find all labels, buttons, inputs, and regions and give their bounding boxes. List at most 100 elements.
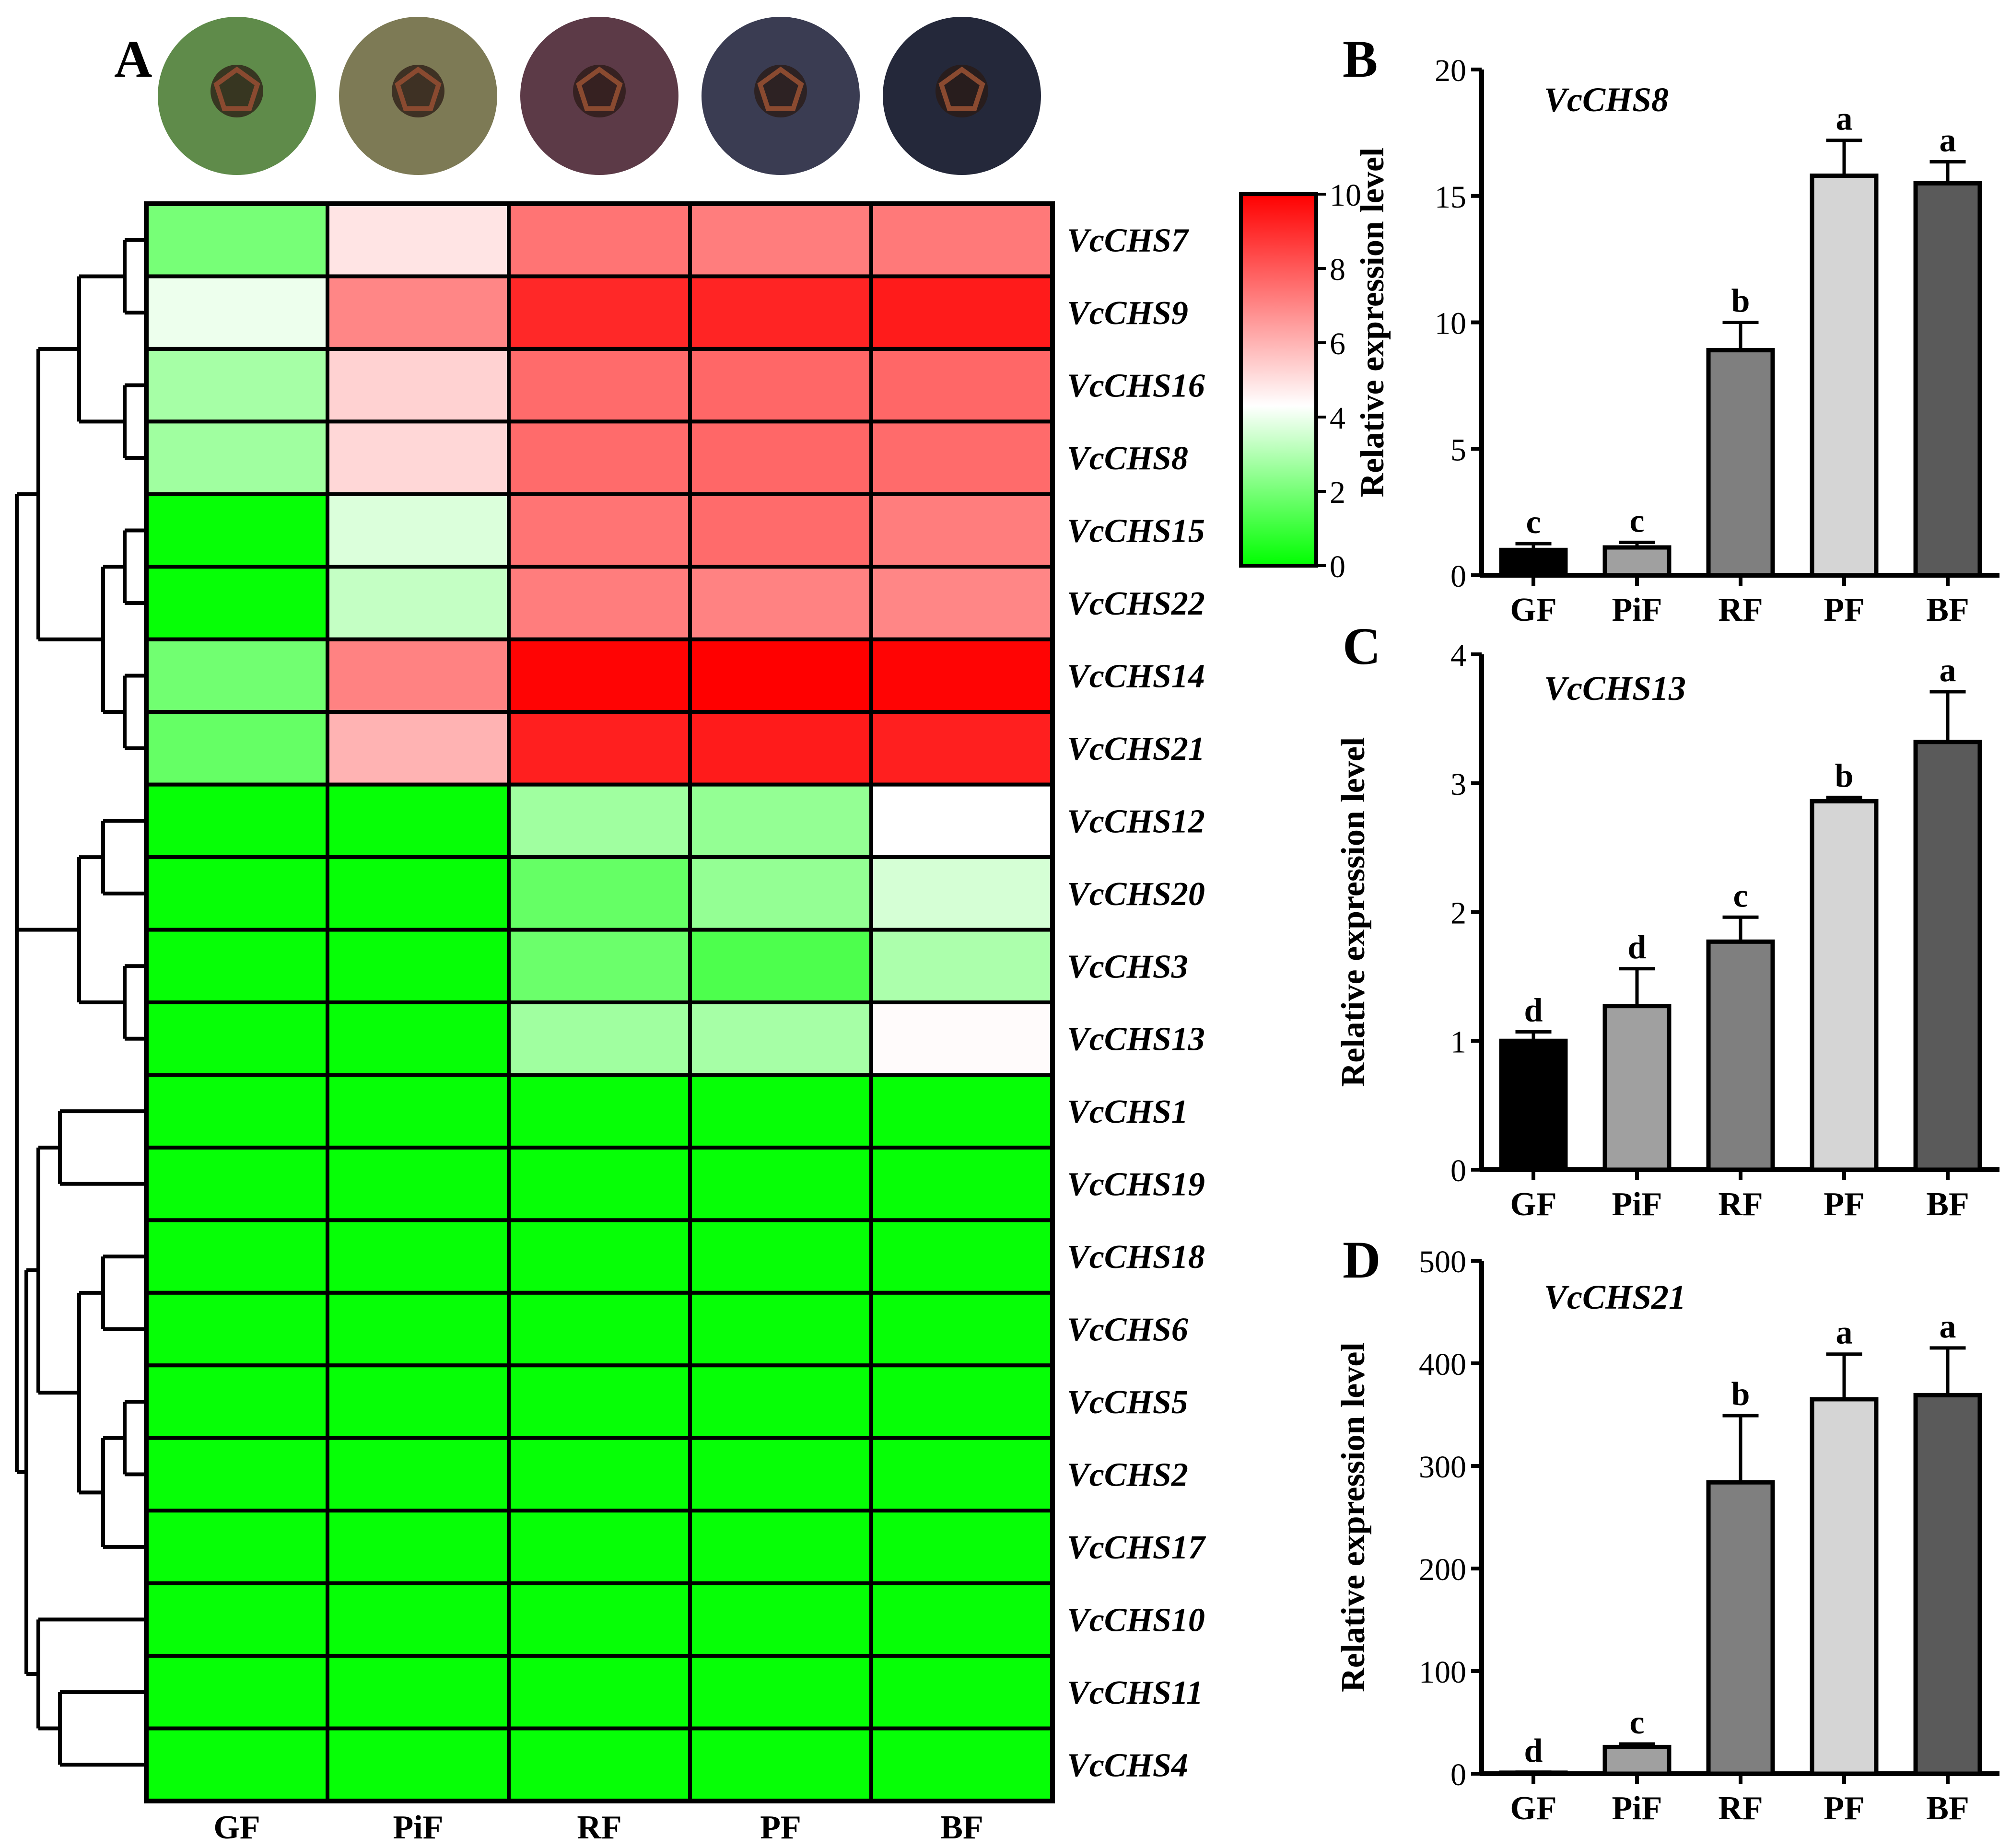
heatmap-row-label: VcCHS9 xyxy=(1067,295,1188,332)
heatmap-row-label: VcCHS22 xyxy=(1067,585,1205,622)
bar-pf xyxy=(1810,799,1879,1172)
heatmap-cell xyxy=(144,419,329,496)
fruit-calyx-lobes xyxy=(576,66,623,111)
significance-letter: b xyxy=(1835,757,1854,794)
heatmap-row-label: VcCHS12 xyxy=(1067,803,1205,840)
x-tick-label: BF xyxy=(1926,1790,1969,1827)
heatmap-cell xyxy=(688,492,873,569)
heatmap-cell xyxy=(869,274,1054,351)
heatmap-cell xyxy=(326,492,511,569)
heatmap-cell xyxy=(144,1509,329,1585)
heatmap-row-label: VcCHS15 xyxy=(1067,513,1205,550)
heatmap-cell xyxy=(507,928,692,1004)
x-tick-label: PiF xyxy=(1612,592,1662,628)
heatmap-cell xyxy=(144,637,329,714)
bar-gf xyxy=(1499,547,1568,578)
heatmap-cell xyxy=(326,1581,511,1658)
x-tick-label: PiF xyxy=(1612,1186,1662,1223)
heatmap-cell xyxy=(326,1509,511,1585)
y-tick-label: 0 xyxy=(1450,1757,1466,1792)
heatmap-cell xyxy=(144,1726,329,1803)
heatmap-cell xyxy=(688,1726,873,1803)
heatmap-cell xyxy=(144,1073,329,1150)
bar-bf xyxy=(1913,740,1982,1172)
heatmap-cell xyxy=(507,1581,692,1658)
bar-pf xyxy=(1810,174,1879,578)
heatmap-cell xyxy=(326,637,511,714)
heatmap-cell xyxy=(144,928,329,1004)
heatmap-cell xyxy=(869,419,1054,496)
x-tick-label: RF xyxy=(1718,592,1763,628)
y-tick-label: 300 xyxy=(1419,1450,1466,1485)
significance-letter: d xyxy=(1628,929,1647,966)
heatmap-cell xyxy=(688,347,873,424)
heatmap-cell xyxy=(688,1218,873,1295)
heatmap-cell xyxy=(869,565,1054,641)
bar-chart-panel-b: 0 5 10 15 20 GF c PiF c RF b PF a BF a VcCHS8 Relative e… xyxy=(1354,53,1999,628)
heatmap-cell xyxy=(507,419,692,496)
x-tick-label: RF xyxy=(1718,1790,1763,1827)
heatmap-cell xyxy=(144,1654,329,1731)
gene-title: VcCHS21 xyxy=(1544,1278,1686,1316)
heatmap-cell xyxy=(688,855,873,932)
heatmap-column-label: PF xyxy=(760,1809,801,1846)
heatmap-row-label: VcCHS20 xyxy=(1067,876,1205,913)
heatmap-cell xyxy=(144,1581,329,1658)
heatmap-cell xyxy=(507,710,692,787)
heatmap-cell xyxy=(869,1000,1054,1077)
heatmap-cell xyxy=(144,1000,329,1077)
heatmap-cell xyxy=(144,492,329,569)
heatmap-cell xyxy=(326,1654,511,1731)
heatmap-cell xyxy=(507,1726,692,1803)
heatmap-cell xyxy=(869,1073,1054,1150)
bar-chart-panel-c: 0 1 2 3 4 GF d PiF d RF c PF b BF a VcCHS13 Relative exp… xyxy=(1335,638,1999,1223)
bar-rf xyxy=(1706,348,1775,578)
significance-letter: c xyxy=(1629,1704,1644,1741)
heatmap-cell xyxy=(507,1363,692,1440)
heatmap-cell xyxy=(869,1581,1054,1658)
y-tick-label: 10 xyxy=(1435,306,1466,341)
heatmap-cell xyxy=(688,274,873,351)
y-tick-label: 5 xyxy=(1450,432,1466,467)
x-tick-label: PF xyxy=(1824,1790,1865,1827)
heatmap-cell xyxy=(144,347,329,424)
fruit-calyx-lobes xyxy=(938,66,985,111)
y-tick-label: 100 xyxy=(1419,1655,1466,1690)
heatmap-row-label: VcCHS19 xyxy=(1067,1166,1205,1203)
significance-letter: a xyxy=(1940,652,1956,689)
heatmap-cell xyxy=(144,710,329,787)
heatmap-cell xyxy=(326,419,511,496)
heatmap-cell xyxy=(144,202,329,279)
heatmap-cell xyxy=(688,419,873,496)
colorbar: 0 2 4 6 8 10 xyxy=(1239,178,1361,584)
colorbar-tick-label: 6 xyxy=(1330,326,1345,361)
heatmap-cell xyxy=(507,1436,692,1513)
y-tick-label: 0 xyxy=(1450,559,1466,594)
heatmap-cell xyxy=(326,782,511,860)
heatmap-cell xyxy=(869,855,1054,932)
heatmap-row-label: VcCHS13 xyxy=(1067,1021,1205,1058)
heatmap-cell xyxy=(688,928,873,1004)
heatmap-cell xyxy=(326,1145,511,1222)
x-tick-label: BF xyxy=(1926,1186,1969,1223)
heatmap-row-label: VcCHS1 xyxy=(1067,1093,1188,1130)
heatmap-row-label: VcCHS14 xyxy=(1067,658,1205,695)
heatmap-cell xyxy=(144,1363,329,1440)
heatmap-cell xyxy=(507,1073,692,1150)
panel-label-b: B xyxy=(1343,30,1378,88)
fruit-calyx-lobes xyxy=(213,66,260,111)
heatmap-row-label: VcCHS16 xyxy=(1067,368,1205,405)
panel-label-a: A xyxy=(114,30,152,88)
y-axis-label: Relative expression level xyxy=(1335,737,1372,1087)
heatmap-cell xyxy=(144,855,329,932)
heatmap-cell xyxy=(326,1073,511,1150)
heatmap-row-label: VcCHS6 xyxy=(1067,1312,1188,1348)
panel-label-d: D xyxy=(1343,1231,1380,1289)
heatmap-cell xyxy=(326,928,511,1004)
heatmap-cell xyxy=(869,710,1054,787)
heatmap-cell xyxy=(326,1218,511,1295)
heatmap-cell xyxy=(688,782,873,860)
heatmap-cell xyxy=(869,1654,1054,1731)
significance-letter: c xyxy=(1733,877,1748,914)
heatmap-cell xyxy=(869,928,1054,1004)
